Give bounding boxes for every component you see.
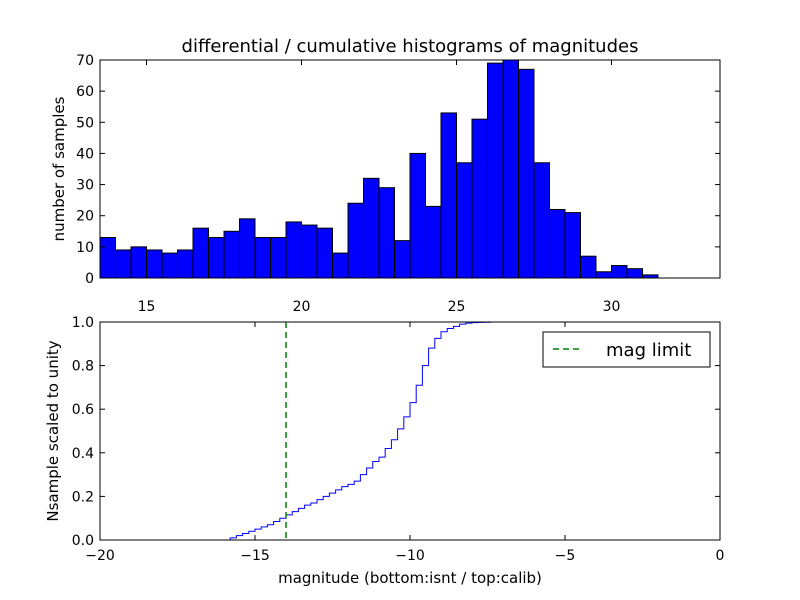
histogram-bar [471, 118, 488, 279]
legend-label: mag limit [606, 340, 691, 361]
histogram-bars [99, 59, 659, 279]
histogram-bar [239, 218, 256, 279]
xtick-label: −15 [240, 548, 270, 564]
chart-title: differential / cumulative histograms of … [182, 36, 639, 57]
histogram-bar [502, 59, 519, 279]
histogram-panel: differential / cumulative histograms of … [50, 36, 721, 315]
ytick-label: 60 [76, 84, 94, 100]
ytick-label: 30 [76, 178, 94, 194]
histogram-bar [223, 230, 240, 279]
ytick-label: 0.0 [72, 533, 94, 549]
histogram-bar [99, 237, 116, 279]
histogram-bar [301, 224, 318, 279]
legend-box [542, 331, 711, 368]
ytick-label: 40 [76, 146, 94, 162]
ytick-label: 0.8 [72, 359, 94, 375]
histogram-bar [363, 177, 380, 279]
histogram-bar [115, 249, 132, 279]
histogram-bar [177, 249, 194, 279]
xtick-label: 30 [603, 299, 621, 315]
histogram-bar [440, 112, 457, 279]
ytick-label: 50 [76, 115, 94, 131]
histogram-bar [549, 208, 566, 279]
histogram-ticks: 0 10 20 30 40 50 60 70 15 20 25 30 [76, 53, 720, 315]
ytick-label: 0.4 [72, 446, 94, 462]
histogram-bar [161, 252, 178, 279]
histogram-bar [487, 62, 504, 279]
histogram-bar [518, 68, 535, 279]
xtick-label: −10 [395, 548, 425, 564]
histogram-bar [394, 240, 411, 279]
histogram-ylabel: number of samples [50, 96, 68, 241]
histogram-bar [456, 162, 473, 279]
xtick-label: −20 [85, 548, 115, 564]
histogram-bar [208, 237, 225, 279]
ytick-label: 0.6 [72, 402, 94, 418]
xtick-label: 15 [138, 299, 156, 315]
histogram-bar [611, 265, 628, 279]
ytick-label: 0.2 [72, 489, 94, 505]
histogram-bar [533, 162, 550, 279]
histogram-bar [378, 187, 395, 279]
histogram-bar [270, 237, 287, 279]
histogram-bar [409, 152, 426, 279]
ytick-label: 0 [85, 271, 94, 287]
cumulative-xlabel: magnitude (bottom:isnt / top:calib) [278, 569, 542, 587]
cumulative-step-line [100, 321, 720, 541]
histogram-bar [316, 227, 333, 279]
ytick-label: 10 [76, 240, 94, 256]
cumulative-ylabel: Nsample scaled to unity [44, 340, 62, 521]
histogram-bar [130, 246, 147, 279]
histogram-bar [192, 227, 209, 279]
histogram-bar [332, 252, 349, 279]
cumulative-ticks: 0.0 0.2 0.4 0.6 0.8 1.0 −20 −15 −10 −5 0 [72, 315, 725, 564]
histogram-bar [254, 237, 271, 279]
xtick-label: 25 [448, 299, 466, 315]
histogram-bar [626, 268, 643, 279]
legend: mag limit [542, 331, 711, 368]
ytick-label: 20 [76, 209, 94, 225]
histogram-bar [347, 202, 364, 279]
xtick-label: 0 [716, 548, 725, 564]
histogram-bar [595, 271, 612, 279]
xtick-label: 20 [293, 299, 311, 315]
histogram-bar [425, 205, 442, 279]
ytick-label: 70 [76, 53, 94, 69]
histogram-bar [146, 249, 163, 279]
histogram-bar [564, 212, 581, 279]
histogram-bar [285, 221, 302, 279]
histogram-frame [99, 59, 721, 279]
xtick-label: −5 [555, 548, 576, 564]
histogram-bar [580, 255, 597, 279]
cumulative-panel: 0.0 0.2 0.4 0.6 0.8 1.0 −20 −15 −10 −5 0 magnitude… [44, 315, 724, 587]
ytick-label: 1.0 [72, 315, 94, 331]
